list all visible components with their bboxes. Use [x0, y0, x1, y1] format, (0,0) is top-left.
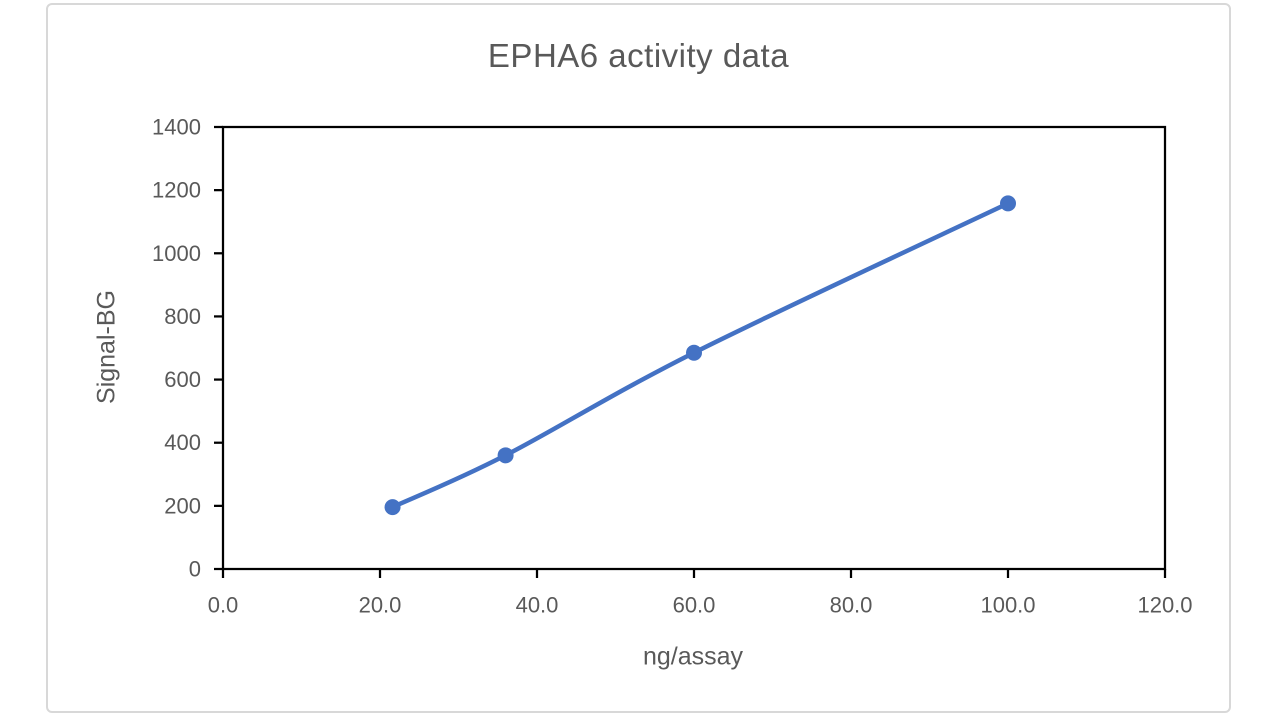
chart-frame: EPHA6 activity data Signal-BG ng/assay 0… — [46, 3, 1231, 713]
data-point-marker — [497, 447, 514, 464]
data-point-marker — [686, 344, 702, 361]
y-tick-label: 0 — [189, 557, 201, 582]
chart-title: EPHA6 activity data — [487, 37, 790, 74]
data-point-marker — [1000, 195, 1016, 212]
x-tick-label: 60.0 — [673, 593, 716, 618]
x-tick-label: 100.0 — [980, 593, 1035, 618]
y-tick-label: 200 — [164, 493, 201, 518]
y-tick-label: 1200 — [152, 178, 201, 203]
x-tick-label: 120.0 — [1137, 593, 1192, 618]
series-line — [390, 201, 1011, 510]
x-tick-label: 40.0 — [516, 593, 559, 618]
plot-canvas: 0.0 20.0 40.0 60.0 80.0 100.0 120.0 0 200 400 600 8… — [152, 115, 1192, 618]
y-tick-label: 800 — [164, 304, 201, 329]
x-tick-label: 0.0 — [208, 593, 239, 618]
x-tick-label: 20.0 — [359, 593, 402, 618]
y-tick-label: 400 — [164, 430, 201, 455]
y-tick-label: 1400 — [152, 115, 201, 140]
data-point-marker — [384, 499, 401, 516]
x-axis-title: ng/assay — [642, 642, 744, 671]
chart-area: EPHA6 activity data Signal-BG ng/assay 0… — [48, 5, 1229, 711]
y-tick-label: 1000 — [152, 241, 201, 266]
y-tick-label: 600 — [164, 367, 201, 392]
x-tick-label: 80.0 — [830, 593, 873, 618]
